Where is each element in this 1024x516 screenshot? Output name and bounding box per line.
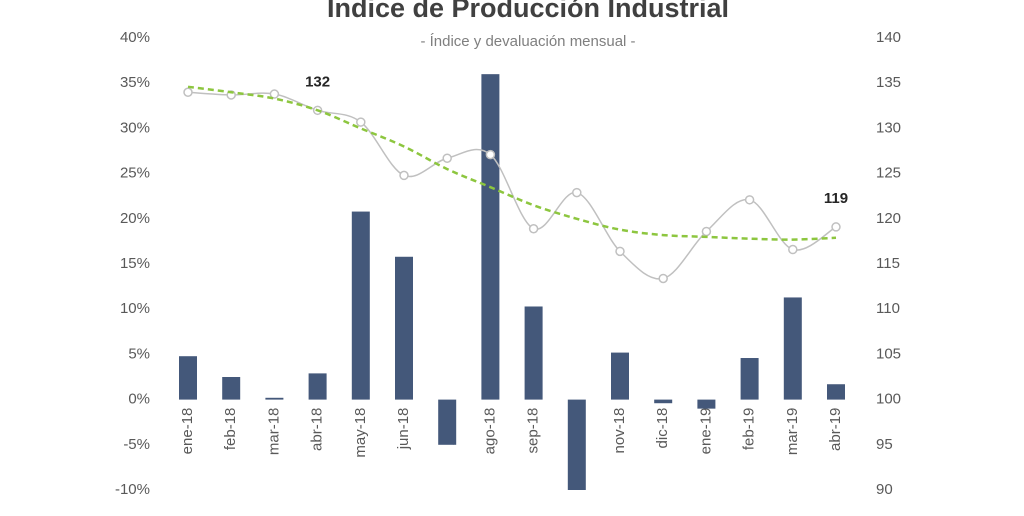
- x-tick-label: feb-18: [222, 408, 239, 451]
- bar: [740, 358, 759, 400]
- index-point: [528, 223, 539, 234]
- index-point: [658, 273, 668, 284]
- y-tick-label: 0%: [128, 391, 150, 408]
- bar: [524, 306, 543, 400]
- y-tick-label: 25%: [120, 165, 150, 182]
- y2-tick-label: 115: [876, 255, 900, 272]
- y2-tick-label: 105: [876, 345, 901, 362]
- y2-tick-label: 90: [876, 481, 893, 498]
- trend-line: [187, 85, 837, 241]
- index-point: [701, 226, 712, 237]
- index-line: [187, 91, 837, 280]
- x-tick-label: sep-18: [525, 408, 542, 454]
- bar: [783, 297, 802, 400]
- data-label: 119: [824, 190, 848, 207]
- y2-tick-label: 135: [876, 74, 901, 91]
- x-tick-label: may-18: [352, 408, 369, 458]
- index-point: [356, 117, 366, 127]
- bar: [222, 377, 241, 400]
- index-point: [831, 222, 841, 232]
- bar: [438, 399, 457, 445]
- y-tick-label: 15%: [120, 255, 150, 272]
- index-point: [572, 187, 582, 198]
- y-tick-label: -5%: [123, 436, 150, 453]
- index-point: [615, 246, 625, 257]
- y-tick-label: 10%: [120, 300, 150, 317]
- chart-title: Indice de Producción Industrial: [327, 0, 729, 23]
- x-tick-label: abr-18: [309, 408, 326, 451]
- y2-tick-label: 120: [876, 210, 901, 227]
- index-point: [442, 153, 452, 163]
- y2-tick-label: 95: [876, 436, 893, 453]
- x-tick-label: abr-19: [827, 408, 844, 451]
- y-tick-label: 40%: [120, 29, 150, 46]
- bar: [308, 373, 327, 400]
- bar: [351, 211, 370, 400]
- index-point: [788, 244, 798, 255]
- y-tick-label: 20%: [120, 210, 150, 227]
- bar: [395, 256, 413, 400]
- index-point: [269, 89, 280, 99]
- y-tick-label: 35%: [120, 74, 150, 91]
- x-tick-label: nov-18: [611, 408, 628, 454]
- x-tick-label: jun-18: [395, 408, 412, 451]
- bar: [179, 356, 197, 400]
- index-point: [399, 170, 409, 181]
- y-tick-label: 5%: [128, 345, 150, 362]
- y2-tick-label: 140: [876, 29, 901, 46]
- x-tick-label: dic-18: [654, 408, 671, 449]
- bar: [567, 399, 586, 490]
- x-tick-label: ene-19: [697, 408, 714, 455]
- index-point: [485, 149, 496, 160]
- bar: [611, 352, 629, 400]
- bar: [697, 399, 716, 409]
- x-tick-label: mar-18: [265, 408, 282, 456]
- y-tick-label: -10%: [115, 481, 150, 498]
- chart-subtitle: - Índice y devaluación mensual -: [420, 33, 635, 50]
- y2-tick-label: 130: [876, 119, 901, 136]
- index-point: [744, 195, 755, 205]
- x-tick-label: ago-18: [481, 408, 498, 455]
- x-tick-label: feb-19: [741, 408, 758, 451]
- index-point: [183, 87, 193, 97]
- bar: [265, 397, 284, 400]
- bar: [827, 384, 845, 400]
- bar: [481, 74, 500, 400]
- x-tick-label: mar-19: [784, 408, 801, 456]
- y2-tick-label: 100: [876, 391, 901, 408]
- data-label: 132: [305, 73, 330, 90]
- x-tick-label: ene-18: [179, 408, 196, 455]
- bar: [654, 399, 673, 404]
- y-tick-label: 30%: [120, 119, 150, 136]
- y2-tick-label: 125: [876, 165, 901, 182]
- y2-tick-label: 110: [876, 300, 900, 317]
